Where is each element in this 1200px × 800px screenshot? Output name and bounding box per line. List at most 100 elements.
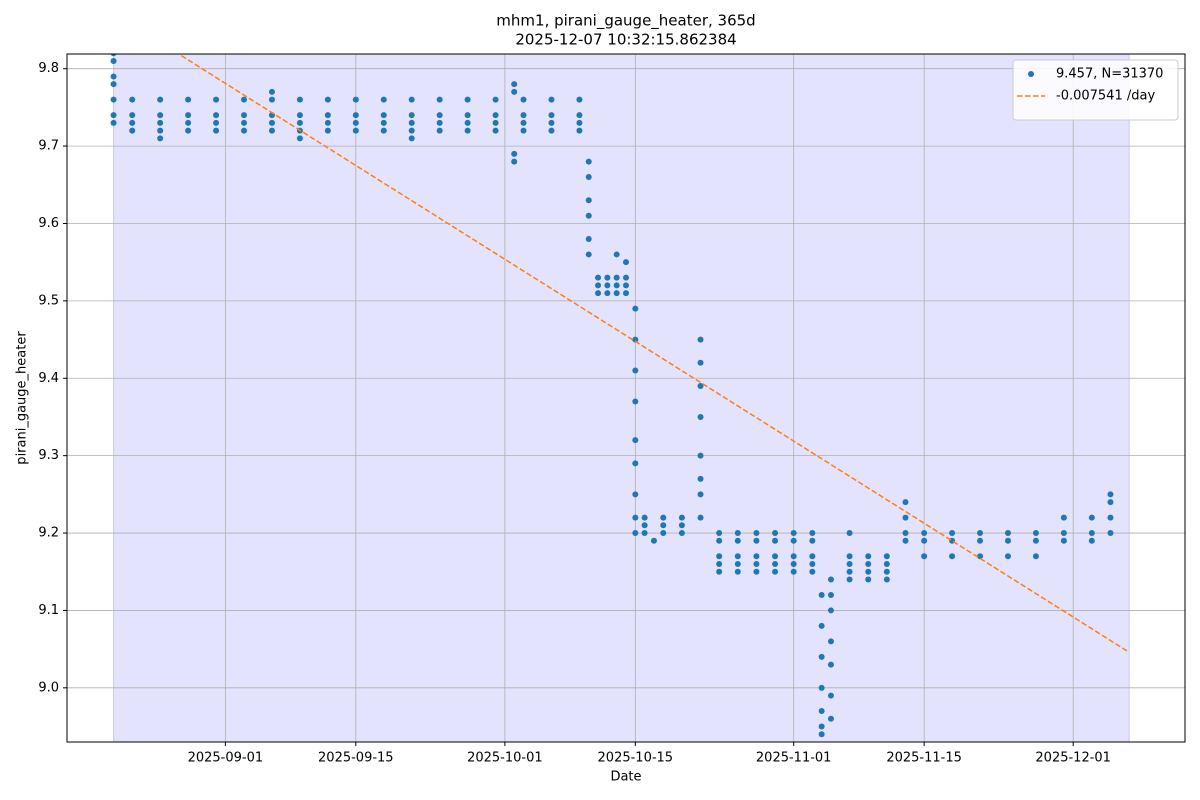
grid-layer: 2025-09-01 2025-09-15 2025-10-01 2025-10-15… (38, 54, 1185, 766)
point (865, 561, 872, 568)
point (576, 119, 583, 126)
legend-label: 9.457, N=31370 (1056, 67, 1163, 82)
point (753, 553, 760, 560)
point (585, 251, 592, 258)
point (296, 112, 303, 119)
point (921, 537, 928, 544)
chart-title: mhm1, pirani_gauge_heater, 365d (496, 12, 755, 31)
y-tick-label: 9.6 (38, 216, 59, 231)
point (883, 561, 890, 568)
point (632, 530, 639, 537)
legend-label: -0.007541 /day (1056, 89, 1155, 104)
point (548, 112, 555, 119)
point (697, 383, 704, 390)
point (865, 553, 872, 560)
point (697, 413, 704, 420)
point (268, 96, 275, 103)
x-tick-label: 2025-10-01 (467, 751, 543, 766)
point (576, 96, 583, 103)
point (296, 135, 303, 142)
point (734, 537, 741, 544)
point (352, 112, 359, 119)
point (296, 119, 303, 126)
point (827, 638, 834, 645)
point (1088, 537, 1095, 544)
point (613, 274, 620, 281)
point (585, 158, 592, 165)
point (213, 96, 220, 103)
point (949, 553, 956, 560)
point (641, 514, 648, 521)
point (213, 119, 220, 126)
legend-marker (1028, 71, 1034, 77)
point (772, 553, 779, 560)
point (818, 591, 825, 598)
point (902, 537, 909, 544)
y-tick-label: 9.5 (38, 293, 59, 308)
point (576, 127, 583, 134)
point (632, 336, 639, 343)
point (520, 119, 527, 126)
y-tick-label: 9.2 (38, 526, 59, 541)
point (268, 119, 275, 126)
point (650, 537, 657, 544)
y-tick-label: 9.0 (38, 680, 59, 695)
point (827, 607, 834, 614)
point (492, 112, 499, 119)
point (716, 530, 723, 537)
point (324, 119, 331, 126)
point (595, 282, 602, 289)
point (241, 96, 248, 103)
point (110, 54, 117, 57)
point (678, 514, 685, 521)
point (110, 81, 117, 88)
point (827, 715, 834, 722)
point (157, 119, 164, 126)
point (818, 723, 825, 730)
point (268, 127, 275, 134)
point (185, 119, 192, 126)
point (1107, 514, 1114, 521)
x-axis-label: Date (610, 770, 641, 785)
y-tick-label: 9.7 (38, 139, 59, 154)
point (1088, 530, 1095, 537)
point (660, 522, 667, 529)
point (697, 475, 704, 482)
point (1088, 514, 1095, 521)
point (380, 127, 387, 134)
legend: 9.457, N=31370 -0.007541 /day (1012, 59, 1179, 121)
point (734, 568, 741, 575)
point (129, 127, 136, 134)
point (185, 112, 192, 119)
point (790, 537, 797, 544)
point (548, 119, 555, 126)
x-tick-label: 2025-10-15 (598, 751, 674, 766)
point (408, 96, 415, 103)
point (734, 553, 741, 560)
point (1060, 514, 1067, 521)
point (436, 112, 443, 119)
point (883, 568, 890, 575)
point (846, 576, 853, 583)
point (548, 96, 555, 103)
y-tick-label: 9.1 (38, 603, 59, 618)
point (129, 96, 136, 103)
point (1060, 537, 1067, 544)
point (548, 127, 555, 134)
point (753, 537, 760, 544)
point (883, 553, 890, 560)
point (660, 530, 667, 537)
point (632, 305, 639, 312)
point (977, 537, 984, 544)
point (865, 576, 872, 583)
point (809, 530, 816, 537)
point (827, 661, 834, 668)
point (241, 119, 248, 126)
point (1107, 491, 1114, 498)
point (464, 127, 471, 134)
point (734, 561, 741, 568)
point (408, 135, 415, 142)
point (185, 96, 192, 103)
point (921, 530, 928, 537)
point (408, 112, 415, 119)
